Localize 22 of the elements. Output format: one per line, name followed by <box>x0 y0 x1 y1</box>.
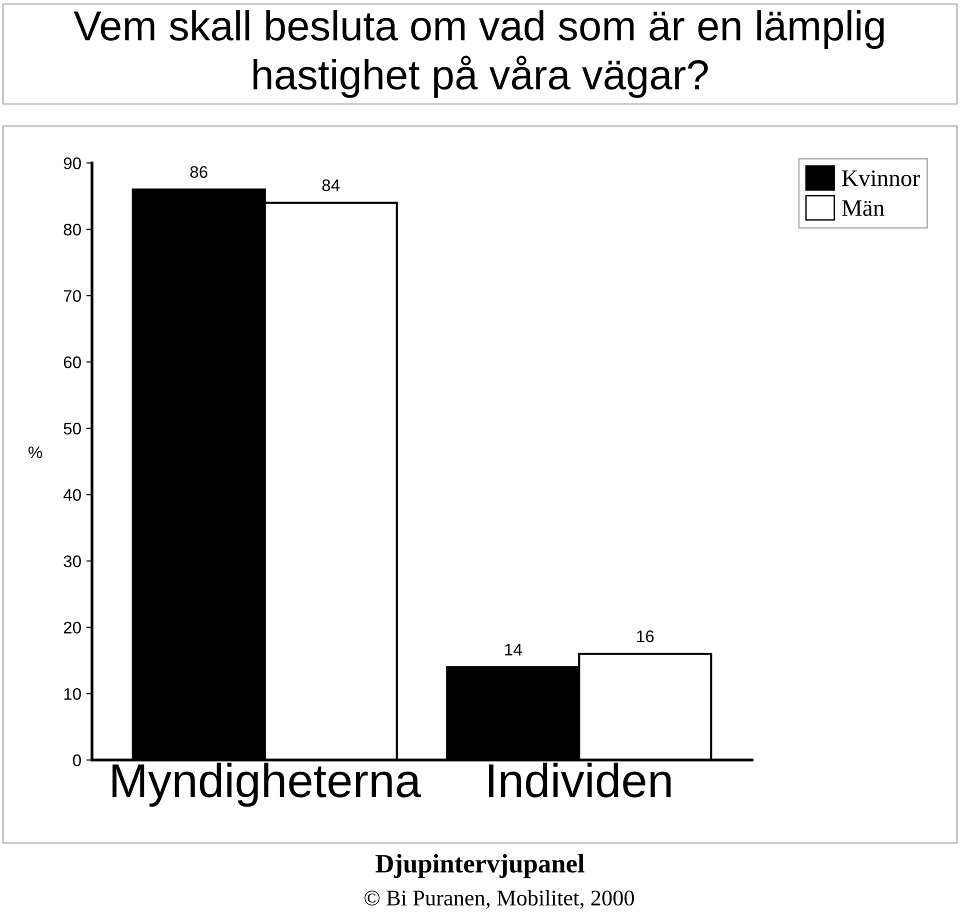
y-tick-label: 90 <box>64 157 81 170</box>
text: Djupintervjupanel <box>376 854 584 878</box>
y-tick-label: 80 <box>64 224 81 236</box>
y-tick-label: 40 <box>63 489 81 501</box>
y-tick-label: 10 <box>64 688 81 700</box>
legend-label: Män <box>842 200 884 216</box>
y-tick-label: 50 <box>64 422 81 435</box>
y-tick-label: 70 <box>64 290 81 302</box>
y-axis-title: % <box>28 446 42 458</box>
y-tick-label: 20 <box>64 622 81 634</box>
legend-label: Kvinnor <box>842 170 920 186</box>
data-label: 86 <box>190 166 208 178</box>
x-tick-label: Myndigheterna <box>112 762 422 807</box>
text: © Bi Puranen, Mobilitet, 2000 <box>364 890 634 909</box>
y-tick-label: 0 <box>72 754 81 766</box>
data-label: 84 <box>322 179 340 192</box>
y-tick-label: 60 <box>64 356 81 368</box>
data-label: 14 <box>505 644 522 656</box>
chart-title: Vem skall besluta om vad som är en lämplig hastighet på våra vägar? <box>74 10 884 98</box>
data-label: 16 <box>637 630 654 642</box>
x-tick-label: Individen <box>488 762 671 798</box>
y-tick-label: 30 <box>64 555 81 568</box>
